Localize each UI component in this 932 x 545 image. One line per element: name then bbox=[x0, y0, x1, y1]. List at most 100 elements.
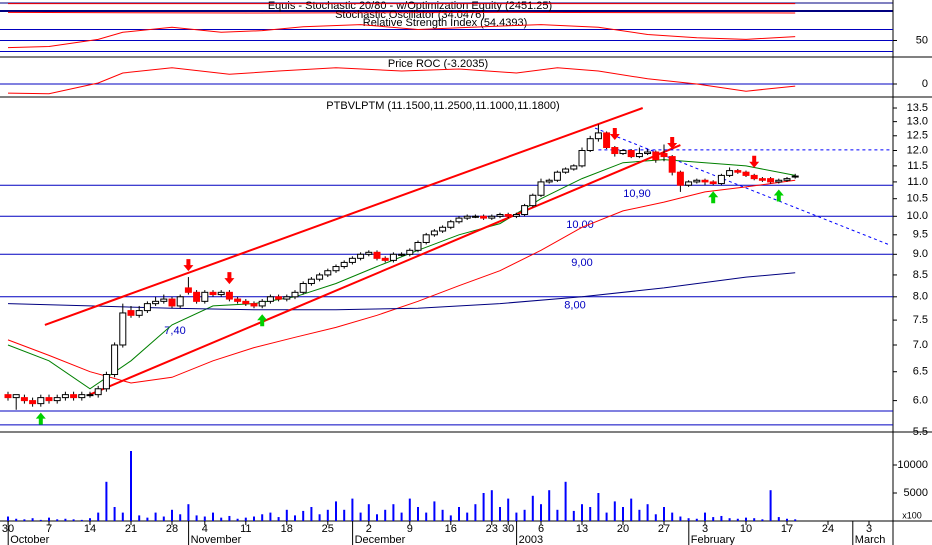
volume-bar bbox=[130, 451, 132, 521]
candle-body bbox=[701, 179, 709, 183]
y-tick-label: 12.0 bbox=[907, 144, 928, 156]
y-tick-label: 10.5 bbox=[907, 193, 928, 205]
volume-bar bbox=[605, 512, 608, 521]
y-tick-label: 6.0 bbox=[913, 395, 928, 407]
volume-bar bbox=[39, 519, 42, 521]
y-tick-label: 10.0 bbox=[907, 210, 928, 222]
volume-bar bbox=[56, 519, 59, 521]
volume-bar bbox=[367, 504, 370, 521]
x-tick-label: 4 bbox=[202, 523, 208, 535]
candle-body bbox=[488, 215, 496, 219]
y-tick-label: 0 bbox=[922, 78, 928, 90]
candle-body bbox=[225, 291, 233, 300]
candle-body bbox=[398, 253, 406, 256]
candle-body bbox=[570, 165, 578, 170]
volume-bar bbox=[581, 504, 583, 521]
x-tick-label: 25 bbox=[322, 523, 334, 535]
candle-body bbox=[726, 170, 734, 176]
volume-bar bbox=[638, 509, 641, 521]
volume-bar bbox=[318, 514, 321, 521]
month-label: 2003 bbox=[519, 534, 543, 545]
candle-body bbox=[578, 150, 586, 167]
x-tick-label: 11 bbox=[240, 523, 251, 535]
volume-bar bbox=[458, 507, 460, 521]
trendline bbox=[88, 144, 681, 397]
candle-body bbox=[12, 394, 20, 399]
candle-body bbox=[217, 291, 225, 296]
candle-body bbox=[504, 213, 512, 217]
candle-body bbox=[365, 251, 373, 255]
volume-bar bbox=[531, 495, 534, 521]
volume-bar bbox=[540, 504, 542, 521]
volume-bar bbox=[171, 509, 173, 521]
volume-bar bbox=[351, 498, 354, 521]
volume-bar bbox=[113, 507, 116, 521]
volume-bar bbox=[794, 519, 797, 521]
x-tick-label: 16 bbox=[445, 523, 457, 535]
trendline bbox=[594, 127, 891, 246]
candle-body bbox=[201, 291, 209, 302]
candle-body bbox=[160, 298, 168, 302]
volume-bar bbox=[80, 519, 83, 521]
candle-body bbox=[20, 397, 28, 402]
volume-bar bbox=[482, 493, 485, 521]
candle-body bbox=[471, 215, 479, 218]
volume-bar bbox=[162, 516, 165, 521]
x-tick-label: 13 bbox=[576, 523, 588, 535]
level-label: 9,00 bbox=[571, 257, 592, 269]
candle-body bbox=[250, 303, 258, 307]
candle-body bbox=[86, 394, 94, 397]
candle-body bbox=[619, 150, 627, 155]
candle-body bbox=[611, 147, 619, 155]
candle-body bbox=[299, 283, 307, 293]
candle-body bbox=[430, 230, 438, 236]
y-tick-label: 12.5 bbox=[907, 130, 928, 142]
volume-bar bbox=[654, 514, 657, 521]
candle-body bbox=[258, 300, 266, 307]
volume-bar bbox=[7, 516, 9, 521]
volume-bar bbox=[548, 490, 551, 521]
y-tick-label: 10000 bbox=[897, 459, 928, 471]
candle-body bbox=[414, 241, 422, 251]
candle-body bbox=[734, 170, 742, 173]
volume-bar bbox=[15, 518, 18, 521]
candle-body bbox=[775, 179, 783, 183]
volume-bar bbox=[474, 504, 477, 521]
volume-bar bbox=[507, 498, 510, 521]
x-tick-label: 30 bbox=[502, 523, 514, 535]
volume-bar bbox=[679, 516, 682, 521]
y-tick-label: 9.0 bbox=[913, 248, 928, 260]
volume-bar bbox=[154, 512, 157, 521]
volume-bar bbox=[228, 515, 231, 521]
volume-bar bbox=[622, 507, 624, 521]
volume-bar bbox=[400, 512, 403, 521]
candle-body bbox=[94, 388, 102, 396]
volume-bar bbox=[515, 512, 518, 521]
volume-bar bbox=[89, 518, 91, 521]
volume-bar bbox=[294, 515, 296, 521]
candle-body bbox=[594, 132, 602, 140]
x-tick-label: 3 bbox=[702, 523, 708, 535]
candle-body bbox=[332, 266, 340, 272]
x-tick-label: 24 bbox=[822, 523, 834, 535]
panel-title: Stochastic Oscillator (34.0476) bbox=[335, 9, 485, 21]
candle-body bbox=[758, 178, 766, 181]
month-label: November bbox=[191, 534, 242, 545]
volume-bar bbox=[261, 514, 264, 521]
volume-bar bbox=[277, 517, 280, 521]
y-tick-label: 5.5 bbox=[913, 426, 928, 438]
candle-body bbox=[586, 138, 594, 152]
buy-arrow bbox=[257, 314, 268, 327]
candle-body bbox=[283, 296, 291, 300]
candle-body bbox=[324, 270, 332, 276]
volume-bar bbox=[408, 498, 411, 521]
candle-body bbox=[119, 312, 127, 346]
sell-arrow bbox=[183, 259, 194, 272]
x-tick-label: 20 bbox=[617, 523, 629, 535]
candle-body bbox=[496, 213, 504, 217]
annotation: 7,40 bbox=[164, 325, 185, 337]
candle-body bbox=[439, 226, 447, 232]
volume-bar bbox=[736, 518, 739, 521]
volume-bar bbox=[392, 504, 395, 521]
